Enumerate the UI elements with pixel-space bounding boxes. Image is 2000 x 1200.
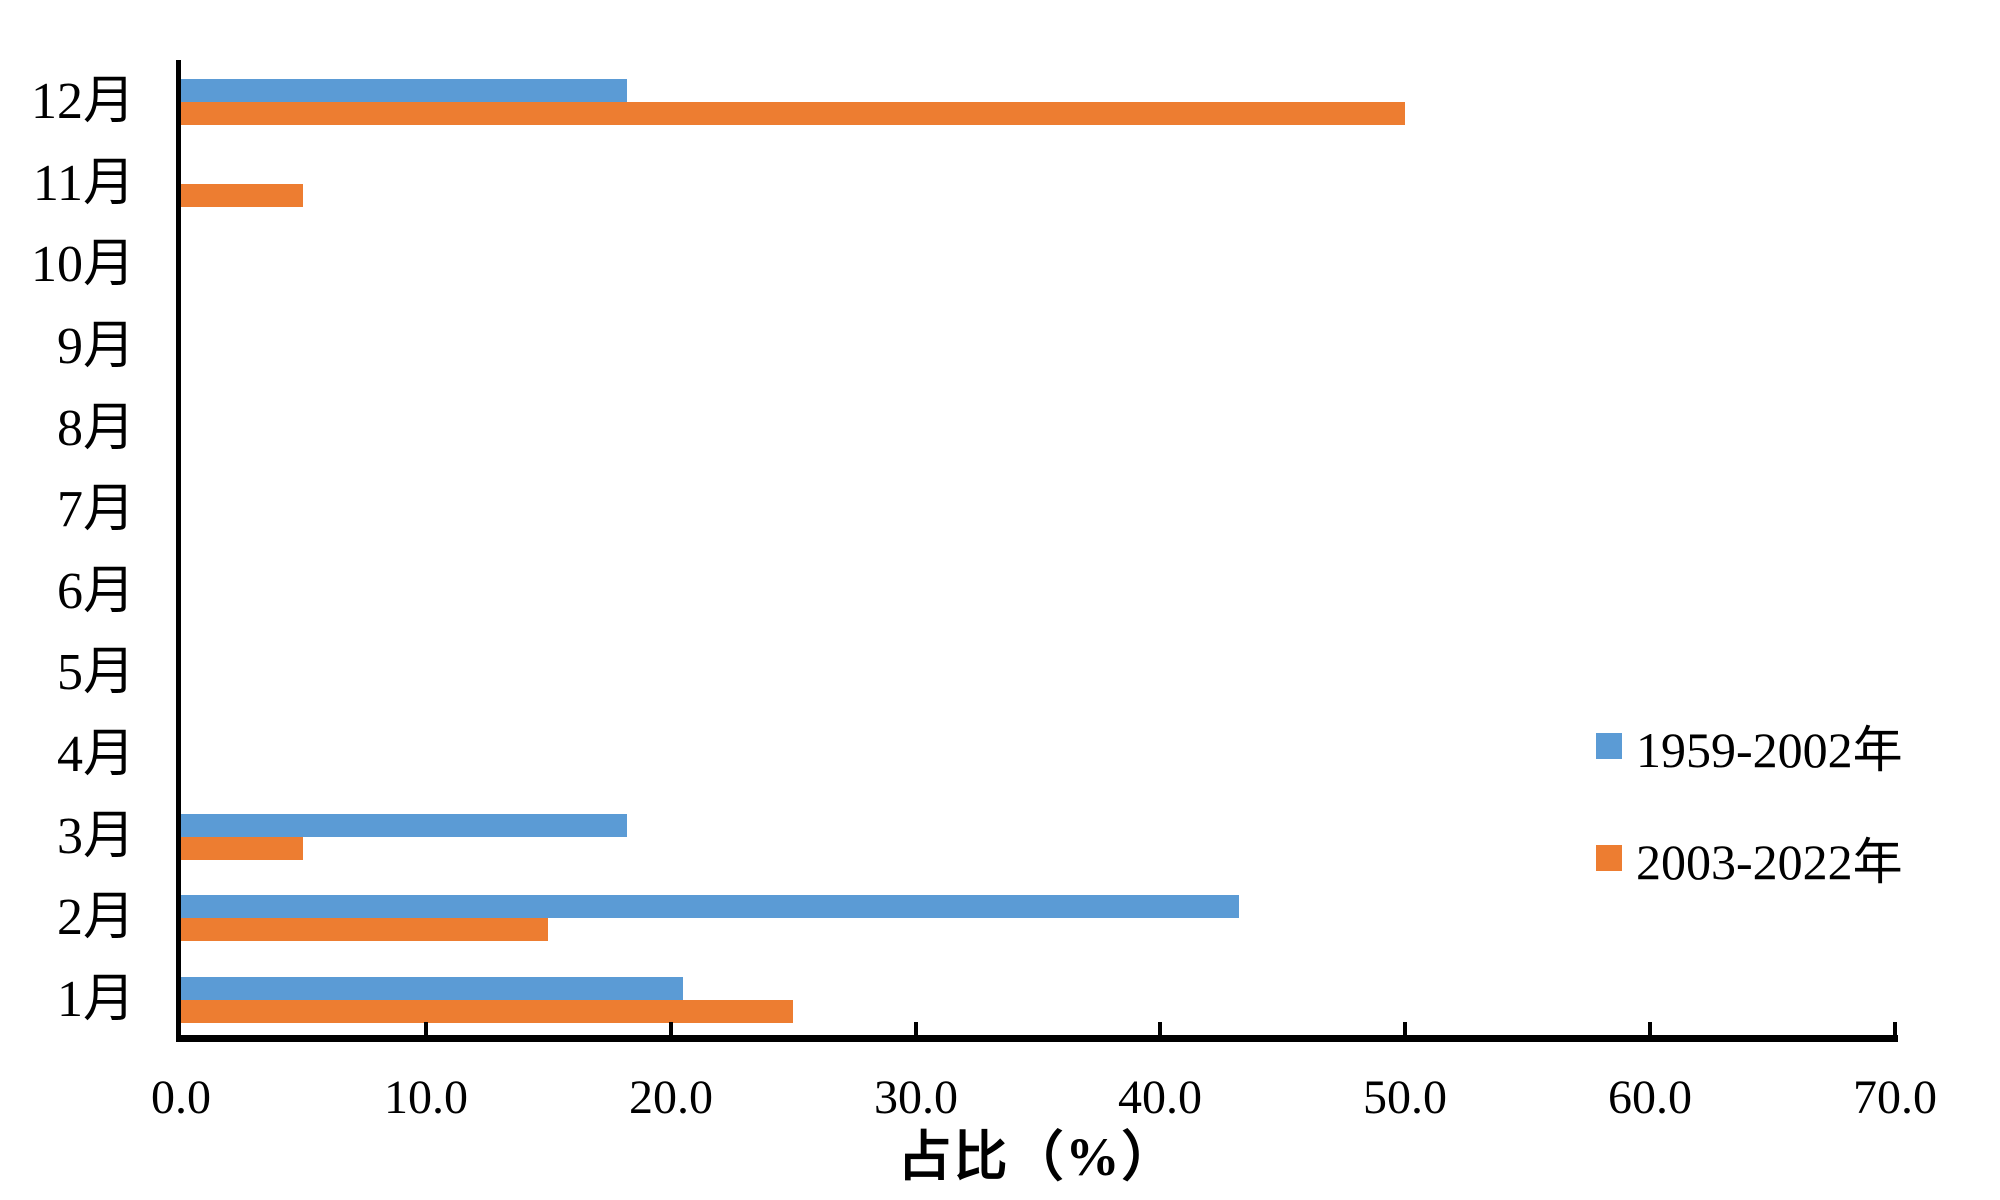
y-axis-label-7月: 7月 bbox=[56, 481, 135, 539]
x-axis-tick-label-0.0: 0.0 bbox=[151, 1071, 211, 1124]
legend-swatch-blue bbox=[1596, 733, 1622, 759]
x-axis-tick-label-40.0: 40.0 bbox=[1118, 1071, 1202, 1124]
y-axis-label-10月: 10月 bbox=[30, 236, 135, 294]
legend-label-1959-2002: 1959-2002年 bbox=[1636, 722, 1903, 778]
x-axis-tick-label-20.0: 20.0 bbox=[629, 1071, 713, 1124]
y-axis-label-9月: 9月 bbox=[56, 317, 135, 375]
y-axis-label-3月: 3月 bbox=[56, 807, 135, 865]
x-axis-tick-label-70.0: 70.0 bbox=[1853, 1071, 1937, 1124]
y-axis-label-6月: 6月 bbox=[56, 562, 135, 620]
x-axis-tick-label-50.0: 50.0 bbox=[1363, 1071, 1447, 1124]
bar-2003-2022年-3月 bbox=[181, 837, 303, 860]
x-axis-title: 占比（%） bbox=[897, 1127, 1178, 1187]
legend-item-1959-2002: 1959-2002年 bbox=[1596, 716, 1903, 778]
x-axis-tick-50.0 bbox=[1403, 1022, 1407, 1035]
x-axis-tick-40.0 bbox=[1158, 1022, 1162, 1035]
legend: 1959-2002年 2003-2022年 bbox=[1596, 716, 1903, 940]
x-axis-tick-10.0 bbox=[424, 1022, 428, 1035]
x-axis-line bbox=[176, 1035, 1898, 1042]
y-axis-label-11月: 11月 bbox=[32, 154, 135, 212]
legend-swatch-orange bbox=[1596, 845, 1622, 871]
bar-1959-2002年-3月 bbox=[181, 814, 627, 837]
y-axis-line bbox=[176, 60, 181, 1041]
x-axis-tick-60.0 bbox=[1648, 1022, 1652, 1035]
y-axis-label-12月: 12月 bbox=[30, 73, 135, 130]
y-axis-label-2月: 2月 bbox=[56, 889, 135, 947]
x-axis-tick-30.0 bbox=[914, 1022, 918, 1035]
bar-1959-2002年-12月 bbox=[181, 79, 627, 102]
y-axis-label-5月: 5月 bbox=[56, 644, 135, 702]
bar-2003-2022年-12月 bbox=[181, 102, 1405, 125]
bar-2003-2022年-11月 bbox=[181, 184, 303, 207]
x-axis-tick-label-10.0: 10.0 bbox=[384, 1071, 468, 1124]
y-axis-label-4月: 4月 bbox=[56, 726, 135, 784]
bar-1959-2002年-2月 bbox=[181, 895, 1239, 918]
legend-item-2003-2022: 2003-2022年 bbox=[1596, 828, 1903, 890]
x-axis-tick-label-60.0: 60.0 bbox=[1608, 1071, 1692, 1124]
x-axis-tick-20.0 bbox=[669, 1022, 673, 1035]
bar-2003-2022年-1月 bbox=[181, 1000, 793, 1023]
bar-2003-2022年-2月 bbox=[181, 918, 548, 941]
legend-label-2003-2022: 2003-2022年 bbox=[1636, 834, 1903, 890]
bar-1959-2002年-1月 bbox=[181, 977, 683, 1000]
x-axis-tick-label-30.0: 30.0 bbox=[874, 1071, 958, 1124]
y-axis-label-8月: 8月 bbox=[56, 399, 135, 457]
x-axis-tick-70.0 bbox=[1893, 1022, 1897, 1035]
y-axis-label-1月: 1月 bbox=[56, 971, 135, 1029]
